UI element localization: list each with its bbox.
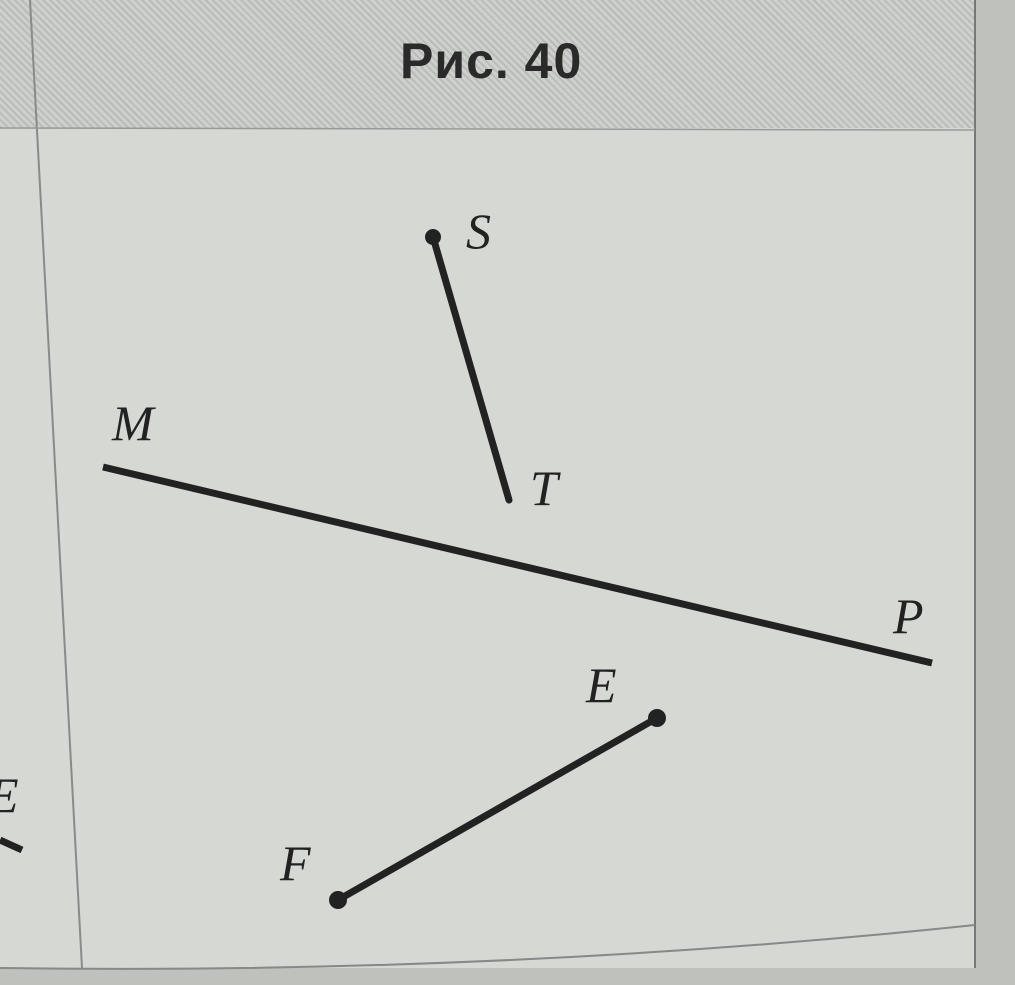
figure-panel	[0, 128, 975, 968]
label-f: F	[279, 835, 311, 891]
header-band	[0, 0, 975, 128]
label-m: M	[111, 395, 156, 451]
left-partial-label: E	[0, 767, 19, 823]
label-p: P	[892, 588, 924, 644]
segment-ef	[336, 714, 659, 904]
point-e	[648, 709, 666, 727]
label-s: S	[466, 203, 491, 259]
figure-title: Рис. 40	[400, 33, 583, 89]
bottom-border	[0, 924, 976, 970]
segment-st	[429, 233, 513, 504]
left-partial-segment	[0, 836, 24, 854]
segment-mp	[102, 463, 933, 667]
point-f	[329, 891, 347, 909]
label-t: T	[530, 460, 561, 516]
label-e: E	[585, 657, 617, 713]
header-divider	[0, 127, 976, 131]
point-s	[425, 229, 441, 245]
column-divider	[29, 0, 83, 969]
